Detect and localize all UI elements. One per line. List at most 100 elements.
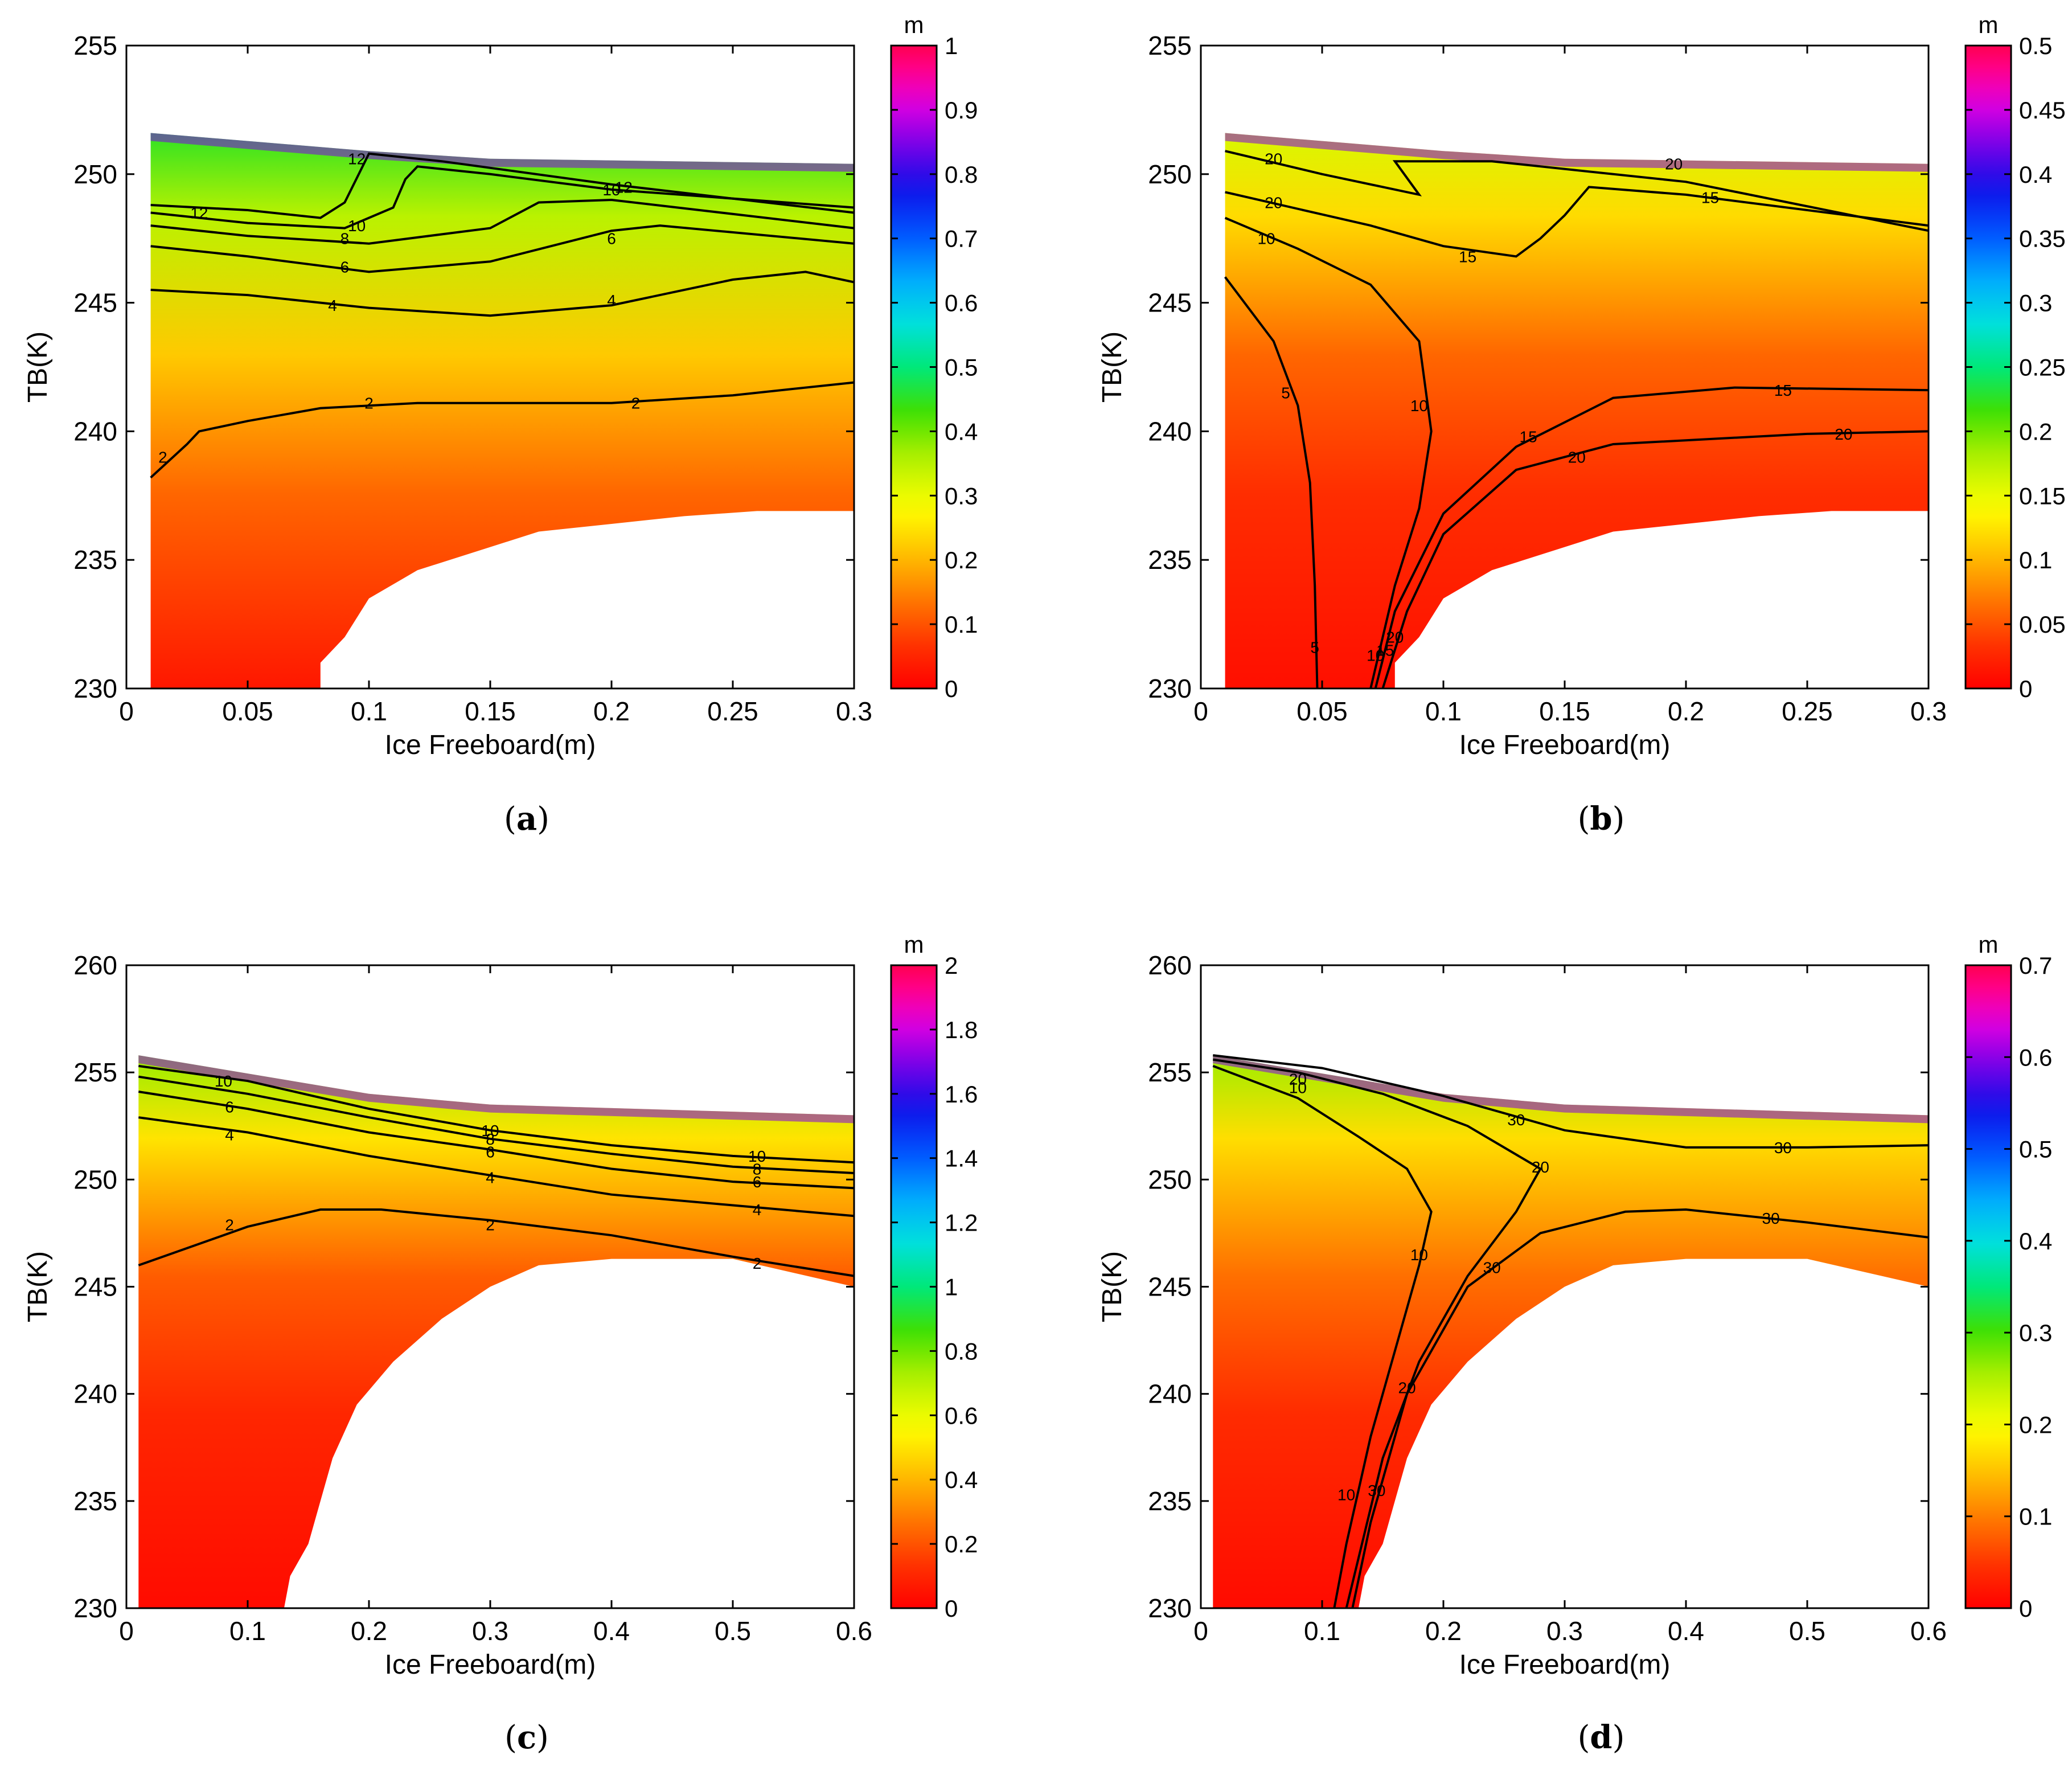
colorbar-tick-label: 0.6 — [945, 290, 978, 317]
colorbar-unit-label: m — [904, 11, 924, 38]
colorbar-tick-label: 1.6 — [945, 1081, 978, 1108]
contour-label: 20 — [1289, 1070, 1307, 1088]
colorbar-tick-label: 0 — [2019, 675, 2032, 702]
contour-label: 30 — [1507, 1111, 1525, 1129]
y-tick-label: 230 — [1148, 674, 1192, 703]
contour-line — [1213, 1058, 1542, 1608]
y-tick-label: 240 — [73, 1379, 117, 1409]
y-axis-label: TB(K) — [1097, 331, 1127, 403]
contour-label: 30 — [1762, 1210, 1780, 1227]
contour-label: 10 — [1289, 1079, 1307, 1097]
colorbar-tick-label: 0.7 — [945, 226, 978, 252]
contour-line — [138, 1075, 854, 1174]
colorbar-gradient — [1964, 44, 2012, 690]
y-axis-label: TB(K) — [23, 331, 53, 403]
contour-label: 20 — [1568, 449, 1586, 466]
colorbar: 0 0.1 0.2 0.3 0.4 0.5 0.6 0.7 m — [1964, 931, 2052, 1622]
field-area — [138, 1055, 854, 1608]
contour-line — [1212, 1065, 1433, 1608]
colorbar-tick-label: 2 — [945, 952, 958, 979]
contour-line — [1351, 1208, 1929, 1608]
contour-line — [150, 224, 854, 273]
colorbar-unit-label: m — [1979, 931, 1999, 958]
contour-label: 30 — [1368, 1482, 1385, 1499]
contour-label: 2 — [225, 1216, 234, 1233]
colorbar-tick-label: 0.8 — [945, 1338, 978, 1364]
contour-line — [150, 165, 854, 229]
contour-label: 15 — [1376, 641, 1394, 659]
contour-label: 30 — [1483, 1259, 1501, 1277]
colorbar-tick-label: 0.5 — [945, 354, 978, 381]
colorbar-tick-label: 0.2 — [945, 1531, 978, 1557]
x-tick-label: 0.25 — [1782, 696, 1833, 726]
y-tick-label: 240 — [73, 416, 117, 446]
x-tick-label: 0.2 — [593, 696, 630, 726]
contour-line — [1224, 216, 1433, 688]
top-band — [150, 133, 854, 172]
contour-label: 20 — [1532, 1158, 1549, 1176]
colorbar-tick-label: 0.2 — [2019, 418, 2052, 445]
contour-label: 5 — [1310, 639, 1319, 657]
x-tick-label: 0.3 — [1546, 1616, 1583, 1646]
y-axis-label: TB(K) — [23, 1251, 53, 1322]
contour-label: 2 — [631, 395, 641, 412]
colorbar-tick-label: 0.4 — [945, 418, 978, 445]
colorbar-gradient — [1964, 964, 2012, 1609]
panel-label-b: (b) — [1577, 800, 1625, 838]
x-tick-label: 0.5 — [715, 1616, 751, 1646]
colorbar-tick-label: 0.3 — [2019, 1319, 2052, 1346]
contour-line — [150, 270, 854, 317]
colorbar-tick-label: 0.5 — [2019, 1136, 2052, 1163]
x-tick-label: 0.3 — [836, 696, 872, 726]
panel-label-d: (d) — [1577, 1719, 1625, 1756]
x-tick-label: 0.6 — [836, 1616, 872, 1646]
colorbar-tick-label: 0.1 — [945, 611, 978, 638]
colorbar-tick-label: 0.45 — [2019, 97, 2066, 124]
x-axis-label: Ice Freeboard(m) — [385, 1650, 596, 1680]
colorbar-tick-label: 0.2 — [2019, 1411, 2052, 1438]
colorbar-tick-label: 0 — [945, 1595, 958, 1622]
x-tick-label: 0 — [1193, 696, 1208, 726]
contour-label: 2 — [486, 1216, 495, 1233]
colorbar: 0 0.2 0.4 0.6 0.8 1 1.2 1.4 1.6 1.8 2m — [890, 931, 978, 1622]
contour-label: 10 — [1337, 1486, 1355, 1504]
contour-label: 6 — [225, 1098, 234, 1116]
contour-label: 6 — [607, 230, 616, 248]
x-tick-label: 0.2 — [351, 1616, 387, 1646]
x-tick-label: 0 — [119, 696, 134, 726]
contour-label: 20 — [1386, 629, 1404, 646]
contour-line — [150, 152, 854, 219]
colorbar-tick-label: 0.2 — [945, 547, 978, 573]
colorbar-tick-label: 0.35 — [2019, 226, 2066, 252]
colorbar-tick-label: 0.25 — [2019, 354, 2066, 381]
top-band — [1213, 1055, 1929, 1124]
contour-line — [1225, 150, 1929, 232]
x-tick-label: 0.15 — [1539, 696, 1590, 726]
contour-label: 6 — [753, 1173, 762, 1191]
x-tick-label: 0.2 — [1425, 1616, 1462, 1646]
contour-line — [1224, 276, 1319, 688]
colorbar-tick-label: 1 — [945, 1274, 958, 1301]
colorbar-tick-label: 0.05 — [2019, 611, 2066, 638]
x-tick-label: 0.4 — [593, 1616, 630, 1646]
x-tick-label: 0.3 — [472, 1616, 508, 1646]
y-tick-label: 235 — [1148, 1486, 1192, 1516]
contour-label: 8 — [340, 230, 350, 248]
contour-label: 10 — [1257, 230, 1275, 248]
colorbar-tick-label: 0.7 — [2019, 952, 2052, 979]
contour-label: 8 — [486, 1130, 495, 1148]
colorbar-tick-label: 1 — [945, 32, 958, 59]
x-tick-label: 0.4 — [1668, 1616, 1704, 1646]
colorbar-tick-label: 0.4 — [2019, 161, 2052, 188]
y-tick-label: 255 — [73, 31, 117, 60]
contour-line — [138, 1208, 854, 1277]
contour-label: 6 — [340, 258, 350, 276]
x-axis-label: Ice Freeboard(m) — [385, 730, 596, 760]
top-band — [1225, 133, 1929, 172]
x-tick-label: 0.05 — [1296, 696, 1348, 726]
y-tick-label: 255 — [1148, 1057, 1192, 1087]
contour-label: 15 — [1701, 188, 1719, 206]
y-tick-label: 230 — [73, 674, 117, 703]
